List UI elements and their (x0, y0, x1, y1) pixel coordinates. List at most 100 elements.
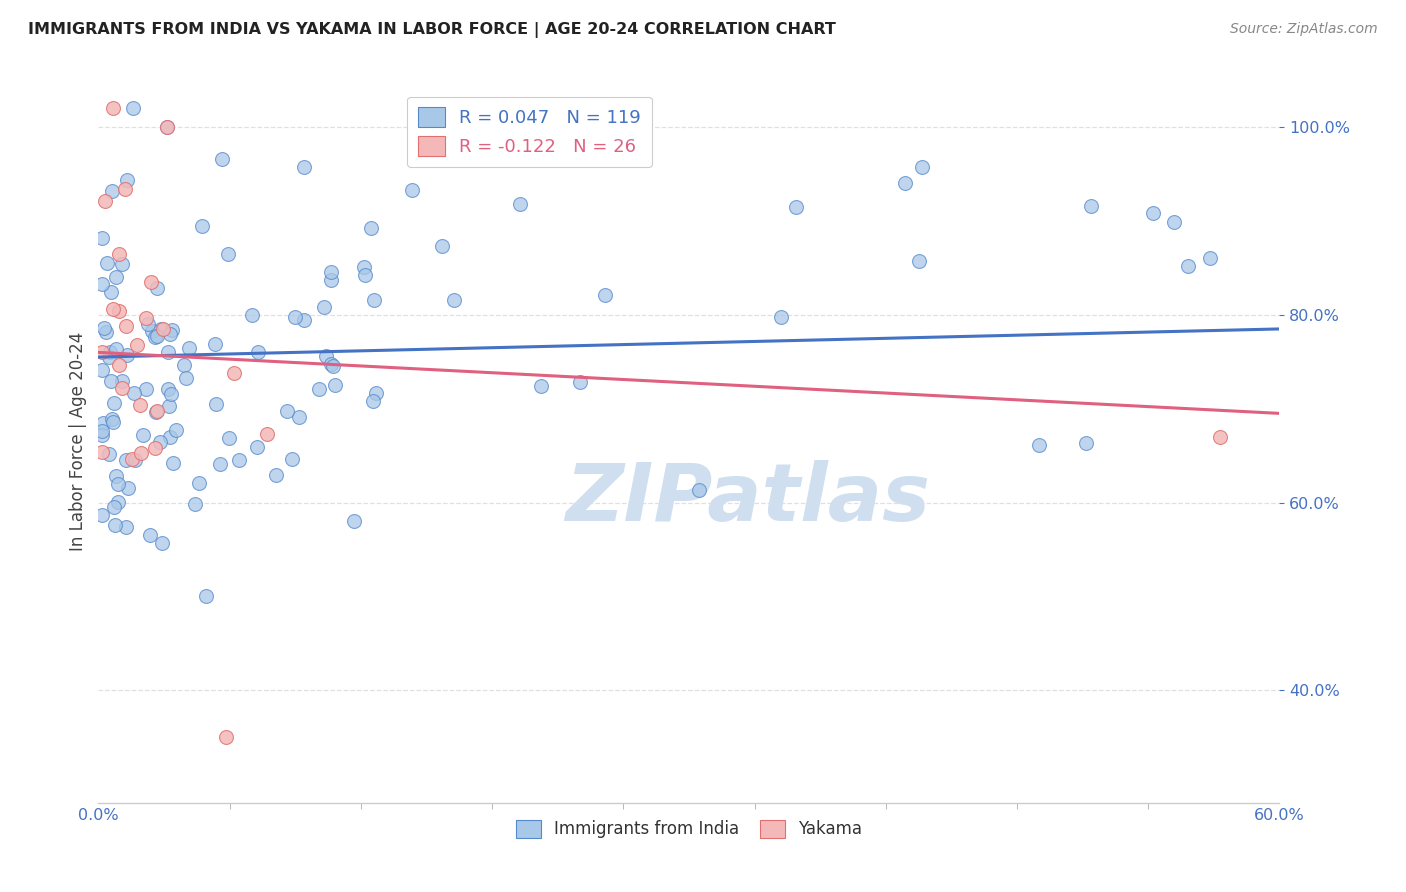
Point (215, 730, 238, 744)
Point (160, 323, 183, 337)
Point (149, 322, 172, 336)
Point (91, 344, 114, 359)
Point (894, 177, 917, 191)
Point (288, 410, 311, 425)
Point (1163, 215, 1185, 229)
Point (115, 348, 138, 362)
Point (315, 349, 337, 363)
Point (366, 385, 388, 400)
Point (107, 495, 129, 509)
Point (100, 184, 122, 198)
Point (321, 358, 343, 372)
Point (401, 183, 423, 197)
Point (96, 255, 118, 269)
Point (560, 120, 582, 135)
Y-axis label: In Labor Force | Age 20-24: In Labor Force | Age 20-24 (69, 332, 87, 551)
Point (111, 257, 134, 271)
Point (173, 358, 195, 372)
Point (111, 374, 134, 388)
Point (322, 359, 344, 373)
Point (162, 456, 184, 470)
Point (139, 275, 162, 289)
Point (101, 301, 124, 316)
Point (218, 431, 240, 445)
Point (191, 219, 214, 233)
Point (342, 514, 364, 528)
Point (93, 321, 115, 335)
Point (276, 404, 298, 418)
Point (103, 102, 125, 116)
Point (319, 273, 342, 287)
Point (100, 285, 122, 299)
Point (145, 405, 167, 419)
Point (159, 430, 181, 444)
Point (103, 518, 125, 533)
Point (132, 428, 155, 442)
Point (593, 287, 616, 301)
Point (91, 363, 114, 377)
Point (150, 536, 173, 550)
Point (308, 382, 330, 396)
Point (91, 424, 114, 438)
Point (149, 435, 172, 450)
Point (184, 497, 207, 511)
Point (124, 385, 146, 400)
Point (910, 161, 932, 175)
Point (246, 441, 269, 455)
Point (91, 277, 114, 291)
Point (292, 161, 315, 175)
Point (103, 500, 125, 515)
Point (228, 453, 250, 467)
Point (114, 520, 136, 534)
Point (353, 268, 375, 282)
Point (141, 325, 163, 339)
Point (1028, 438, 1050, 452)
Point (104, 270, 127, 285)
Point (205, 396, 228, 410)
Point (363, 293, 385, 308)
Point (247, 344, 270, 359)
Text: Source: ZipAtlas.com: Source: ZipAtlas.com (1230, 22, 1378, 37)
Point (785, 201, 807, 215)
Point (100, 412, 122, 426)
Point (108, 303, 131, 318)
Point (688, 483, 710, 498)
Point (217, 246, 239, 260)
Point (208, 458, 231, 472)
Point (256, 427, 278, 442)
Point (224, 366, 246, 380)
Point (114, 182, 136, 196)
Point (159, 387, 181, 401)
Point (156, 120, 179, 135)
Point (550, 120, 572, 135)
Point (124, 453, 146, 467)
Point (114, 453, 136, 467)
Point (194, 590, 217, 604)
Point (105, 469, 128, 483)
Point (127, 338, 149, 352)
Point (312, 300, 335, 314)
Point (101, 415, 124, 429)
Point (509, 197, 531, 211)
Point (98, 345, 121, 359)
Point (353, 260, 375, 274)
Point (143, 441, 166, 455)
Point (1142, 205, 1164, 219)
Point (363, 393, 385, 408)
Point (135, 382, 157, 396)
Point (159, 326, 181, 341)
Text: IMMIGRANTS FROM INDIA VS YAKAMA IN LABOR FORCE | AGE 20-24 CORRELATION CHART: IMMIGRANTS FROM INDIA VS YAKAMA IN LABOR… (28, 22, 837, 38)
Point (530, 379, 553, 393)
Point (146, 280, 169, 294)
Point (121, 451, 143, 466)
Point (97, 350, 120, 364)
Point (122, 102, 145, 116)
Point (360, 221, 382, 235)
Point (179, 341, 201, 355)
Point (907, 253, 929, 268)
Point (104, 342, 127, 356)
Point (204, 337, 226, 351)
Point (319, 265, 342, 279)
Point (139, 528, 162, 542)
Point (128, 398, 150, 412)
